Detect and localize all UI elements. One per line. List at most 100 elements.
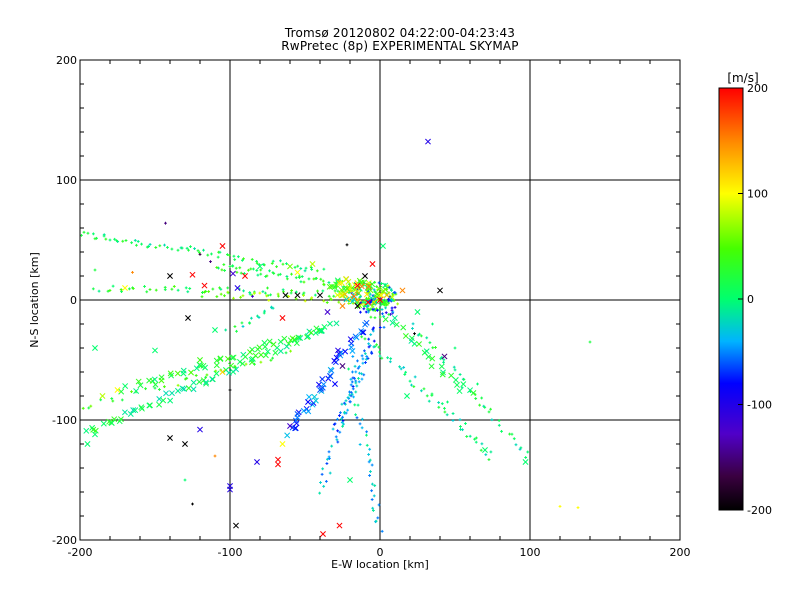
data-point (115, 239, 119, 243)
data-point (327, 281, 331, 284)
data-point (233, 522, 239, 529)
data-point (184, 286, 188, 290)
data-point (255, 269, 259, 272)
data-point (284, 351, 288, 355)
data-point (309, 401, 316, 408)
data-point (411, 340, 418, 347)
data-point (445, 413, 449, 417)
data-point (248, 321, 252, 325)
data-point (361, 357, 365, 361)
data-point (512, 437, 516, 441)
data-point (321, 323, 328, 330)
data-point (158, 388, 161, 391)
data-point (357, 376, 360, 380)
data-point (234, 266, 238, 270)
data-point (217, 266, 220, 270)
data-point (135, 243, 138, 247)
data-point (139, 405, 145, 412)
data-point (148, 288, 152, 291)
data-point (294, 411, 301, 417)
data-point (341, 419, 345, 423)
data-point (332, 381, 338, 387)
data-point (312, 329, 319, 336)
data-point (347, 336, 354, 343)
data-point (256, 314, 259, 318)
data-point (378, 354, 382, 358)
data-point (271, 356, 274, 360)
data-point (130, 241, 133, 245)
data-point (130, 390, 133, 394)
data-points (79, 138, 592, 537)
data-point (234, 285, 241, 291)
data-point (428, 363, 435, 370)
data-point (390, 289, 393, 292)
data-point (339, 411, 342, 415)
data-point (225, 355, 231, 362)
data-point (339, 303, 346, 309)
data-point (207, 290, 211, 293)
data-point (431, 346, 435, 350)
data-point (299, 267, 303, 270)
data-point (387, 313, 391, 316)
data-point (464, 422, 467, 425)
data-point (223, 294, 226, 298)
data-point (352, 395, 355, 399)
data-point (254, 459, 260, 465)
data-point (213, 357, 220, 364)
data-point (148, 243, 152, 246)
data-point (239, 271, 243, 275)
data-point (303, 269, 307, 273)
data-point (320, 531, 326, 537)
data-point (264, 291, 267, 295)
data-point (319, 277, 323, 281)
data-point (334, 435, 338, 439)
data-point (319, 481, 322, 484)
data-point (259, 360, 263, 364)
data-point (292, 417, 299, 424)
data-point (226, 286, 230, 290)
data-point (518, 447, 522, 451)
data-point (419, 334, 423, 338)
data-point (230, 270, 236, 277)
data-point (411, 327, 414, 330)
data-point (437, 405, 441, 409)
data-point (474, 397, 478, 400)
y-axis-label: N-S location [km] (28, 252, 41, 348)
data-point (176, 288, 180, 292)
data-point (285, 277, 289, 281)
data-point (331, 357, 338, 364)
data-point (256, 273, 260, 277)
data-point (337, 300, 341, 304)
data-point (338, 286, 345, 293)
data-point (285, 275, 289, 278)
data-point (241, 325, 245, 328)
data-point (399, 287, 406, 294)
data-point (371, 506, 375, 510)
data-point (390, 297, 394, 301)
data-point (250, 258, 254, 261)
data-point (187, 248, 190, 252)
data-point (261, 290, 265, 294)
data-point (179, 385, 186, 392)
data-point (368, 292, 372, 296)
data-point (122, 285, 128, 291)
data-point (198, 251, 201, 254)
data-point (203, 380, 209, 387)
data-point (244, 362, 248, 366)
data-point (348, 344, 355, 351)
data-point (333, 354, 340, 361)
data-point (377, 308, 381, 312)
data-point (363, 319, 370, 326)
data-point (137, 382, 144, 389)
data-point (367, 342, 371, 346)
data-point (453, 368, 457, 372)
data-point (483, 405, 487, 409)
data-point (219, 292, 223, 296)
data-point (380, 243, 386, 249)
data-point (322, 282, 326, 286)
data-point (321, 467, 325, 471)
data-point (233, 364, 237, 368)
data-point (365, 299, 371, 306)
data-point (232, 296, 235, 300)
